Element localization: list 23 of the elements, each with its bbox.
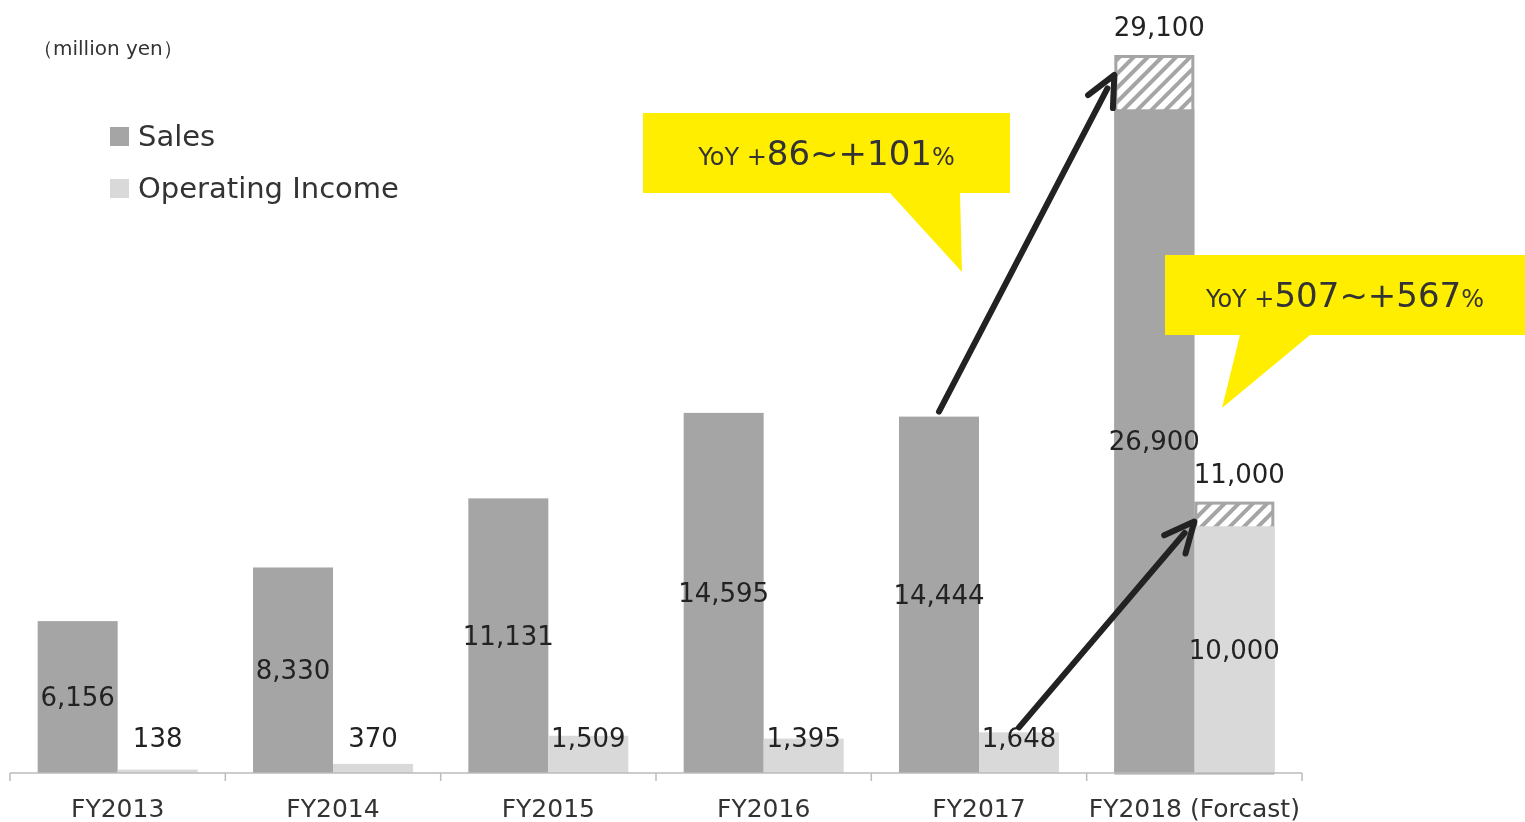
data-label: 138	[132, 723, 183, 754]
annotation: YoY +86~+101%	[697, 133, 955, 173]
data-label: 1,648	[981, 723, 1057, 754]
x-tick-label: FY2018 (Forcast)	[1088, 793, 1300, 822]
x-tick-label: FY2017	[932, 793, 1026, 822]
annotation: YoY +507~+567%	[1204, 275, 1485, 315]
bar	[37, 621, 118, 773]
bar	[253, 567, 333, 773]
x-tick-label: FY2015	[501, 793, 595, 822]
x-tick-label: FY2014	[286, 793, 380, 822]
data-label: 1,509	[551, 723, 626, 754]
legend-label: Sales	[138, 119, 216, 154]
x-tick-label: FY2013	[71, 793, 165, 822]
data-label: 11,000	[1193, 458, 1285, 489]
data-label: 10,000	[1188, 634, 1280, 665]
x-tick-label: FY2016	[717, 793, 811, 822]
data-label: 8,330	[255, 655, 331, 686]
data-label: 29,100	[1113, 12, 1205, 43]
data-label: 370	[348, 723, 398, 754]
data-label: 1,395	[766, 723, 841, 754]
legend-label: Operating Income	[138, 171, 399, 206]
data-label: 6,156	[40, 682, 115, 713]
y-axis-title: （million yen）	[33, 36, 183, 60]
